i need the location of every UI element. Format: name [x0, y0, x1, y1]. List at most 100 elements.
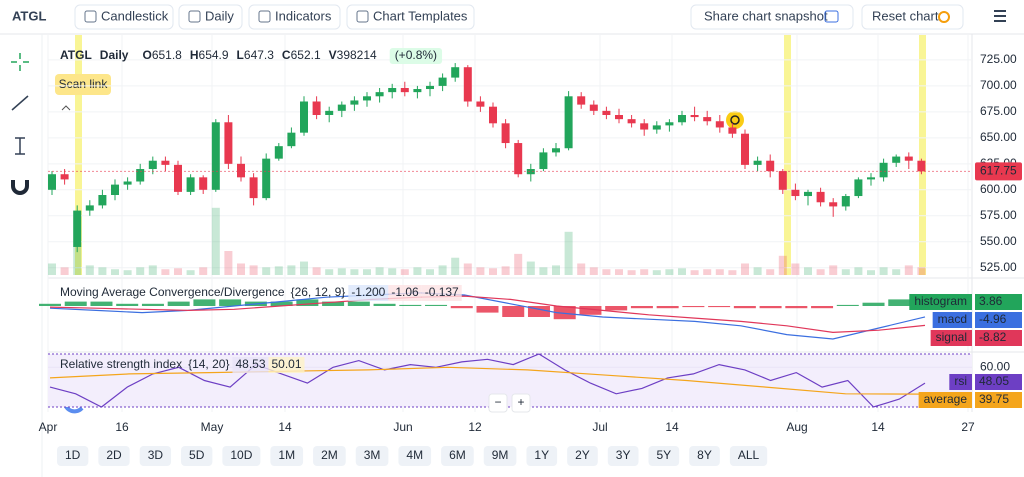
volume-bar [602, 269, 611, 275]
volume-bar [451, 257, 460, 275]
event-highlight [919, 35, 926, 275]
range-button[interactable] [181, 446, 213, 466]
menu-icon[interactable] [994, 10, 1006, 22]
crosshair-tool[interactable] [11, 53, 29, 71]
range-label[interactable]: 4M [406, 448, 423, 462]
indicator-line [49, 366, 926, 395]
range-button[interactable] [607, 446, 639, 466]
scan-link[interactable]: Scan link [59, 77, 109, 91]
candle-body [438, 77, 447, 86]
candle-body [501, 123, 510, 144]
candle-body [816, 191, 825, 203]
toolbar-button-label[interactable]: Candlestick [101, 8, 169, 23]
volume-bar [224, 251, 233, 275]
volume-bar [678, 268, 686, 275]
candle-body [589, 104, 598, 111]
trendline-tool[interactable] [11, 95, 29, 111]
range-label[interactable]: 1D [65, 448, 81, 462]
zoom-label[interactable]: + [517, 395, 524, 409]
candle-body [426, 85, 434, 90]
volume-bar [363, 269, 371, 275]
magnet-tool[interactable] [11, 180, 29, 195]
legend-value: 654.9 [199, 48, 229, 62]
volume-bar [85, 265, 94, 275]
series-name: average [924, 392, 968, 406]
range-button[interactable] [313, 446, 346, 466]
candle-body [678, 115, 686, 123]
volume-bar [539, 267, 548, 275]
pane-title: Moving Average Convergence/Divergence [60, 285, 285, 299]
measure-tool[interactable] [15, 137, 25, 155]
range-button[interactable] [139, 446, 172, 466]
candle-body [841, 196, 850, 207]
event-icon[interactable] [726, 111, 744, 129]
candle-body [337, 104, 346, 111]
toolbar-button-label[interactable]: Daily [205, 8, 234, 23]
share-label[interactable]: Share chart snapshot [704, 8, 828, 23]
range-label[interactable]: 10D [230, 448, 252, 462]
range-label[interactable]: 5D [189, 448, 205, 462]
range-button[interactable] [355, 446, 389, 466]
series-name: macd [938, 312, 967, 326]
scan-link-badge[interactable] [55, 74, 111, 95]
symbol[interactable]: ATGL [12, 8, 46, 23]
pane-params: {14, 20} [188, 357, 229, 371]
range-button[interactable] [526, 446, 558, 466]
candle-body [413, 89, 422, 93]
range-button[interactable] [222, 446, 261, 466]
toolbar-button[interactable] [248, 4, 341, 30]
share-button[interactable] [690, 4, 854, 30]
histogram-bar [347, 301, 370, 306]
candle-body [665, 122, 674, 126]
toolbar-button-label[interactable]: Chart Templates [373, 8, 468, 23]
candle-body [363, 96, 371, 101]
range-button[interactable] [270, 446, 304, 466]
range-label[interactable]: 5Y [656, 448, 671, 462]
range-label[interactable]: 3D [148, 448, 164, 462]
reset-label[interactable]: Reset chart [872, 8, 939, 23]
range-button[interactable] [483, 446, 517, 466]
range-button[interactable] [98, 446, 130, 466]
collapse-arrow[interactable] [61, 105, 71, 111]
range-label[interactable]: 6M [449, 448, 466, 462]
volume-bar [841, 269, 850, 275]
toolbar-button-label[interactable]: Indicators [275, 8, 332, 23]
range-button[interactable] [398, 446, 432, 466]
range-label[interactable]: 2M [321, 448, 338, 462]
indicator-line [49, 353, 926, 408]
candle-body [615, 115, 623, 120]
range-label[interactable]: 1Y [534, 448, 549, 462]
range-label[interactable]: 8Y [697, 448, 712, 462]
range-label[interactable]: 3Y [616, 448, 631, 462]
range-button[interactable] [441, 446, 474, 466]
pane-header-value: -0.137 [425, 285, 459, 299]
range-label[interactable]: ALL [738, 448, 760, 462]
range-label[interactable]: 9M [492, 448, 509, 462]
toolbar-button[interactable] [74, 4, 174, 30]
zoom-button[interactable] [488, 393, 508, 413]
range-label[interactable]: 1M [278, 448, 295, 462]
range-label[interactable]: 3M [364, 448, 381, 462]
legend-field: L [237, 48, 244, 62]
reset-button[interactable] [861, 4, 964, 30]
volume-bar [388, 268, 397, 275]
range-button[interactable] [729, 446, 768, 466]
y-tick-label: 525.00 [980, 260, 1017, 274]
range-label[interactable]: 2Y [575, 448, 590, 462]
volume-bar [867, 270, 875, 275]
histogram-bar [888, 299, 911, 306]
candle-body [224, 122, 233, 164]
zoom-button[interactable] [511, 393, 531, 413]
range-button[interactable] [648, 446, 680, 466]
range-label[interactable]: 2D [106, 448, 122, 462]
range-button[interactable] [57, 446, 89, 466]
range-button[interactable] [567, 446, 598, 466]
event-highlight [75, 35, 82, 275]
volume-bar [577, 263, 586, 275]
range-button[interactable] [689, 446, 720, 466]
candle-body [753, 160, 762, 165]
volume-bar [665, 269, 674, 275]
zoom-label[interactable]: − [494, 395, 501, 409]
toolbar-button[interactable] [346, 4, 475, 30]
x-tick-label: 14 [278, 420, 292, 434]
